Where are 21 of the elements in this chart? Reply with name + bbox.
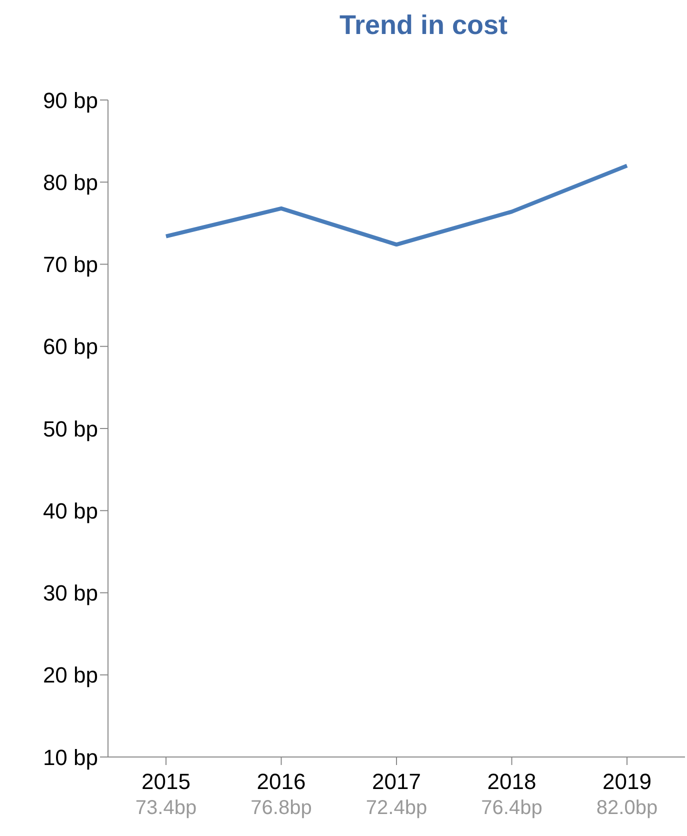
x-tick-label: 2019 bbox=[602, 769, 652, 794]
x-tick-label: 2018 bbox=[487, 769, 536, 794]
y-tick-label: 70 bp bbox=[42, 252, 98, 278]
data-label: 73.4bp bbox=[135, 797, 197, 819]
y-tick-label: 20 bp bbox=[42, 662, 98, 688]
line-series bbox=[164, 164, 629, 247]
data-label: 76.8bp bbox=[250, 797, 312, 819]
y-tick-label: 10 bp bbox=[42, 744, 98, 770]
y-tick-label: 90 bp bbox=[42, 88, 98, 113]
data-label: 76.4bp bbox=[481, 797, 542, 819]
data-label: 82.0bp bbox=[596, 797, 658, 819]
x-tick-label: 2017 bbox=[372, 769, 421, 794]
data-label: 72.4bp bbox=[366, 797, 428, 819]
x-tick-label: 2016 bbox=[256, 769, 306, 794]
chart-title: Trend in cost bbox=[338, 10, 509, 41]
y-tick-label: 60 bp bbox=[42, 334, 98, 360]
y-tick-label: 50 bp bbox=[42, 416, 98, 442]
y-tick-label: 40 bp bbox=[42, 498, 98, 524]
y-tick-label: 80 bp bbox=[42, 170, 98, 195]
y-tick-label: 30 bp bbox=[42, 580, 98, 606]
x-tick-label: 2015 bbox=[142, 769, 190, 794]
